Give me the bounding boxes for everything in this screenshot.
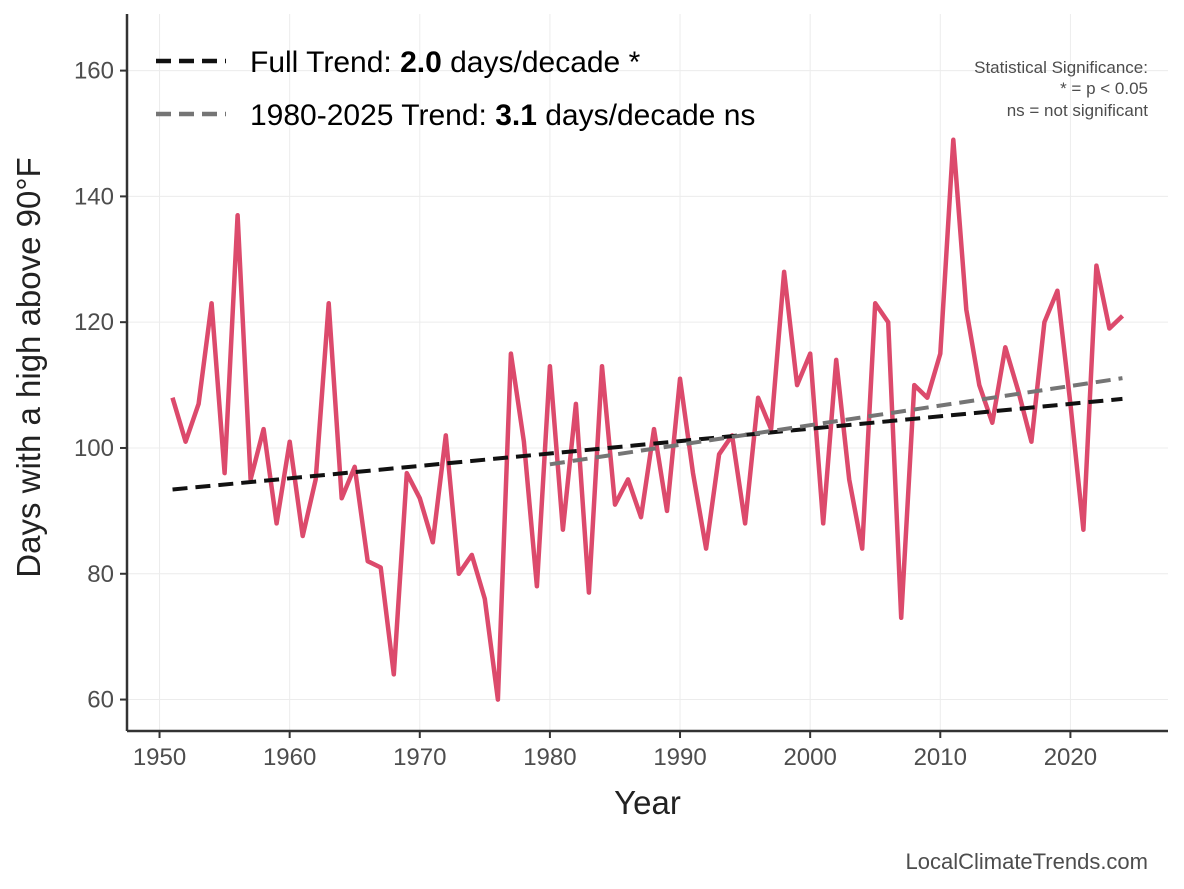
trend-layer	[172, 376, 1123, 492]
y-tick-label: 120	[74, 309, 114, 336]
legend-prefix: Full Trend:	[250, 46, 400, 79]
x-tick-label: 1990	[653, 744, 706, 771]
y-tick-label: 60	[87, 687, 114, 714]
x-tick-label: 1980	[523, 744, 576, 771]
significance-ns: ns = not significant	[1007, 101, 1149, 120]
y-axis-title: Days with a high above 90°F	[10, 157, 47, 577]
legend-value: 3.1	[495, 99, 537, 132]
y-tick-label: 160	[74, 58, 114, 85]
axes	[125, 14, 1168, 733]
x-tick-label: 1970	[393, 744, 446, 771]
x-tick-label: 2020	[1044, 744, 1097, 771]
series-line	[170, 137, 1125, 702]
y-tick-label: 100	[74, 435, 114, 462]
significance-title: Statistical Significance:	[974, 58, 1148, 77]
series-layer	[170, 137, 1125, 702]
y-tick-label: 80	[87, 561, 114, 588]
trend-line-1980-2025	[549, 376, 1123, 467]
significance-star: * = p < 0.05	[1060, 79, 1148, 98]
ticks: 60 80 100 120 140 160 1950 1960 1970 1980 1990 2000…	[74, 58, 1097, 771]
legend-suffix: days/decade ns	[537, 99, 755, 132]
x-tick-label: 2010	[914, 744, 967, 771]
legend-suffix: days/decade *	[442, 46, 641, 79]
grid	[127, 14, 1168, 731]
significance-note: Statistical Significance: * = p < 0.05 n…	[974, 58, 1148, 120]
legend-value: 2.0	[400, 46, 442, 79]
x-axis-title: Year	[614, 784, 681, 821]
legend-entry-full-trend: Full Trend: 2.0 days/decade *	[250, 46, 641, 79]
y-tick-label: 140	[74, 183, 114, 210]
legend-prefix: 1980-2025 Trend:	[250, 99, 495, 132]
legend: Full Trend: 2.0 days/decade * 1980-2025 …	[156, 46, 755, 132]
x-tick-label: 2000	[783, 744, 836, 771]
x-tick-label: 1950	[133, 744, 186, 771]
x-tick-label: 1960	[263, 744, 316, 771]
credit-text: LocalClimateTrends.com	[906, 849, 1149, 874]
legend-entry-recent-trend: 1980-2025 Trend: 3.1 days/decade ns	[250, 99, 755, 132]
trend-line-full	[172, 396, 1123, 492]
